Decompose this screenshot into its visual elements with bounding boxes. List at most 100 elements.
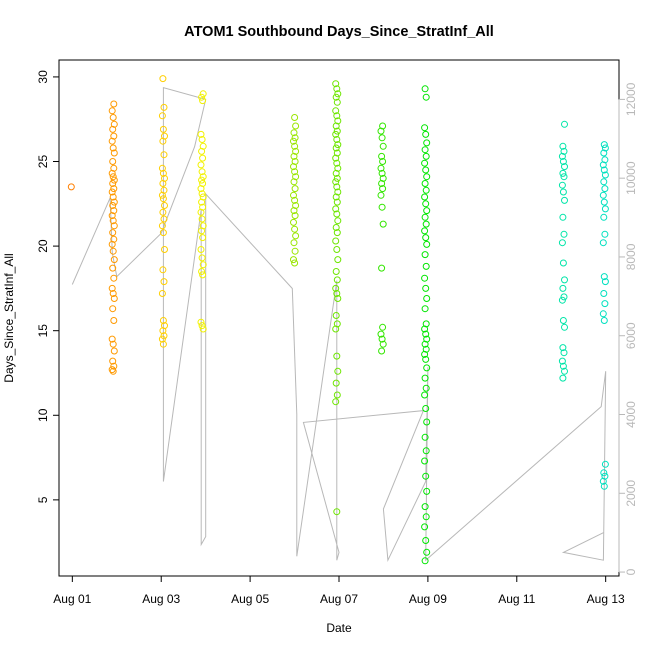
data-point (560, 293, 568, 301)
data-point (422, 220, 430, 228)
data-point (161, 246, 168, 253)
data-point (332, 325, 340, 333)
data-point (333, 127, 341, 135)
data-point (334, 141, 342, 149)
y-tick-label: 25 (36, 155, 50, 169)
data-point (421, 340, 429, 348)
data-point (559, 158, 567, 165)
data-point (422, 234, 430, 242)
data-point (601, 171, 609, 179)
data-point (334, 367, 342, 375)
data-point (421, 213, 429, 221)
data-point (110, 347, 118, 355)
data-point (333, 210, 341, 218)
data-point (561, 276, 568, 284)
data-point (334, 90, 342, 98)
data-point (560, 173, 568, 181)
data-point (108, 137, 116, 145)
data-point (333, 198, 341, 206)
data-point (290, 256, 297, 264)
data-point (423, 207, 431, 215)
data-point (561, 367, 568, 375)
data-point (160, 186, 168, 194)
data-point (422, 447, 430, 455)
data-point (109, 114, 117, 121)
data-point (332, 130, 340, 138)
data-point (378, 335, 386, 343)
data-point (378, 264, 386, 272)
data-point (421, 159, 429, 167)
data-point (421, 85, 429, 93)
data-point (421, 557, 429, 565)
data-point (291, 142, 299, 150)
data-point (198, 93, 206, 101)
data-point (600, 469, 608, 477)
data-point (332, 169, 340, 177)
data-point (109, 229, 117, 237)
data-point (423, 139, 431, 147)
data-point (600, 166, 608, 174)
data-point (291, 185, 299, 193)
data-point (559, 374, 567, 382)
series-aug-04 (197, 90, 207, 333)
data-point (109, 217, 117, 225)
data-point (198, 227, 206, 235)
data-point (159, 266, 167, 274)
data-point (160, 151, 168, 159)
data-point (67, 183, 75, 191)
data-point (421, 274, 429, 282)
data-point (600, 213, 608, 221)
data-point (561, 163, 568, 171)
data-point (199, 271, 207, 279)
data-point (422, 93, 430, 101)
data-point (109, 202, 117, 209)
data-point (332, 284, 340, 292)
data-point (421, 305, 429, 313)
data-point (197, 161, 205, 169)
data-point (560, 147, 568, 155)
data-point (333, 352, 341, 360)
y-tick-label: 30 (36, 70, 50, 84)
data-point (290, 218, 297, 226)
data-point (159, 229, 167, 237)
data-point (198, 147, 206, 155)
secondary-trace-group (71, 86, 607, 563)
data-point (422, 355, 430, 363)
data-point (333, 246, 341, 253)
data-point (561, 323, 568, 331)
data-point (422, 330, 430, 338)
data-point (422, 537, 430, 544)
series-aug-03 (158, 75, 168, 348)
data-point (109, 367, 117, 375)
data-point (332, 193, 340, 201)
x-tick-label: Aug 09 (409, 592, 447, 606)
y2-tick-label: 2000 (624, 480, 638, 507)
data-point (158, 164, 166, 172)
data-point (291, 114, 299, 121)
series-aug-06 (290, 114, 300, 267)
data-point (198, 322, 206, 330)
x-tick-label: Aug 13 (587, 592, 625, 606)
data-point (290, 191, 297, 199)
data-point (601, 460, 609, 468)
data-point (108, 212, 116, 220)
data-point (421, 193, 429, 201)
data-point (198, 168, 206, 176)
data-point (333, 229, 341, 237)
x-tick-label: Aug 11 (498, 592, 535, 606)
data-point (109, 144, 117, 152)
data-point (423, 240, 431, 248)
data-point (198, 190, 206, 198)
data-point (600, 317, 608, 324)
data-point (378, 169, 386, 177)
data-point (198, 176, 206, 184)
data-point (159, 137, 167, 145)
data-point (558, 296, 566, 304)
data-point (109, 247, 117, 255)
data-point (422, 284, 430, 292)
y2-tick-label: 4000 (624, 401, 638, 428)
series-aug-13 (599, 141, 609, 490)
data-point (110, 185, 118, 193)
data-point (421, 433, 429, 441)
data-point (197, 246, 205, 253)
